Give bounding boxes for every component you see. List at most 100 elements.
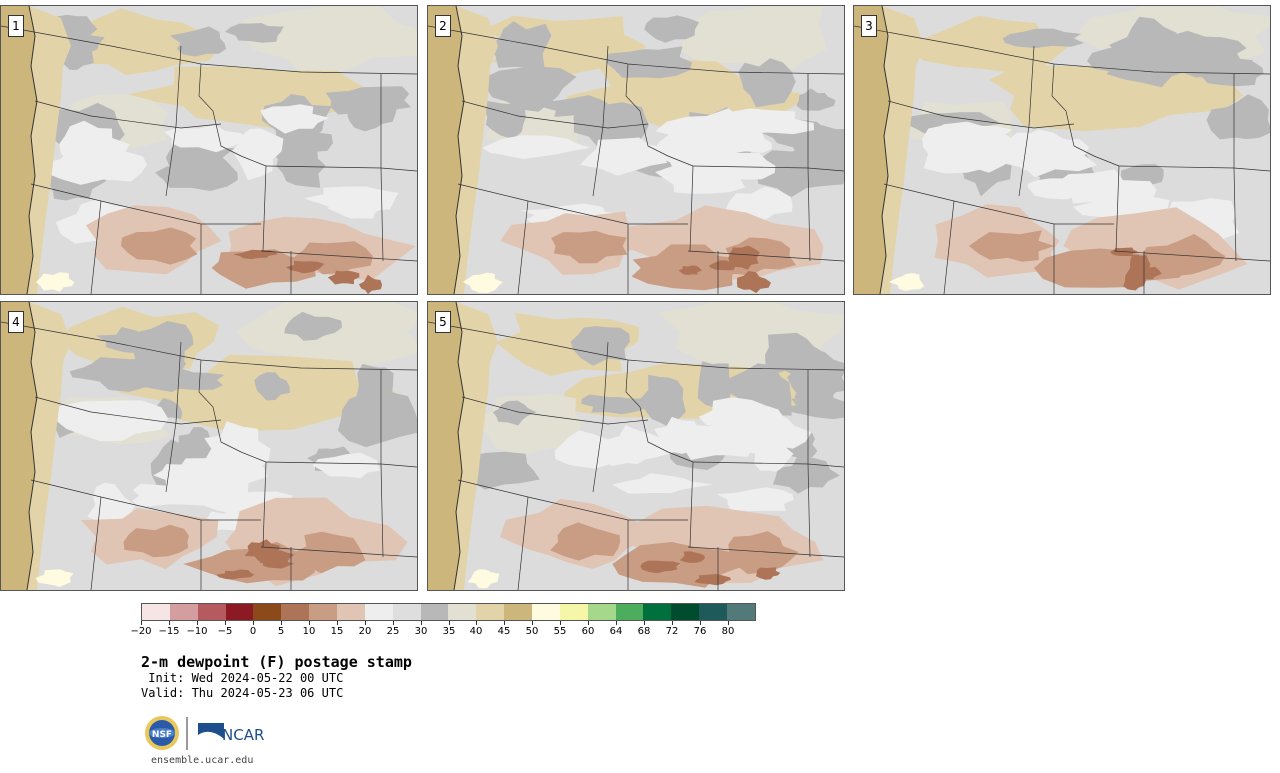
ncar-logo-text: NCAR	[222, 726, 264, 744]
colorbar-tick-label: 35	[442, 626, 456, 637]
ensemble-member-panel-1: 1	[0, 5, 418, 295]
dewpoint-region	[1108, 16, 1177, 76]
dewpoint-region	[938, 125, 1012, 149]
dewpoint-region	[581, 394, 650, 415]
state-border	[1233, 74, 1237, 262]
state-border	[165, 45, 182, 197]
dewpoint-region	[123, 524, 189, 558]
state-border	[625, 359, 694, 463]
colorbar-tick	[421, 621, 422, 625]
nsf-ncar-logos: NSF NCAR	[144, 713, 274, 753]
state-border	[943, 200, 955, 294]
dewpoint-region	[724, 531, 799, 575]
state-border	[90, 496, 102, 590]
colorbar-tick	[141, 621, 142, 625]
state-border	[260, 250, 417, 262]
dewpoint-region	[145, 367, 225, 391]
dewpoint-region	[736, 271, 771, 294]
state-border	[689, 165, 694, 252]
dewpoint-region	[542, 95, 608, 118]
colorbar-tick	[169, 621, 170, 625]
dewpoint-region	[467, 569, 500, 589]
dewpoint-region	[87, 482, 136, 530]
colorbar-tick-label: 64	[609, 626, 623, 637]
state-border	[380, 74, 384, 262]
colorbar-tick	[253, 621, 254, 625]
colorbar-tick-label: −10	[186, 626, 208, 637]
colorbar-tick	[393, 621, 394, 625]
ensemble-member-panel-5: 5	[427, 301, 845, 591]
state-border	[883, 183, 1114, 225]
colorbar-swatch	[504, 604, 533, 620]
colorbar-tick-label: 68	[637, 626, 651, 637]
dewpoint-region	[756, 142, 844, 198]
ocean-region	[1, 6, 37, 294]
colorbar-tick	[337, 621, 338, 625]
colorbar-swatch	[364, 604, 393, 620]
coastline	[453, 6, 465, 294]
dewpoint-region	[276, 139, 326, 188]
dewpoint-region	[551, 230, 628, 264]
colorbar-swatch	[197, 604, 226, 620]
dewpoint-region	[236, 302, 417, 369]
dewpoint-region	[327, 270, 360, 285]
dewpoint-region	[163, 124, 248, 153]
ensemble-member-panel-2: 2	[427, 5, 845, 295]
colorbar-tick-label: 15	[330, 626, 344, 637]
colorbar-tick-label: 30	[414, 626, 428, 637]
state-border	[807, 370, 811, 558]
colorbar-tick-labels: −20 −15 −10 −5 0 5 10 15 20 25 30 35 40 45 50 55 60 64 68 7…	[130, 621, 756, 641]
dewpoint-region	[462, 272, 503, 293]
dewpoint-region	[263, 558, 295, 569]
member-number-label: 4	[8, 311, 24, 333]
dewpoint-region	[483, 66, 577, 112]
state-border	[34, 396, 222, 425]
member-number-label: 5	[435, 311, 451, 333]
colorbar-tick-label: 20	[358, 626, 372, 637]
colorbar-tick	[700, 621, 701, 625]
dewpoint-region	[204, 421, 271, 477]
colorbar-swatch	[169, 604, 198, 620]
dewpoint-region	[35, 569, 74, 587]
state-border	[457, 479, 688, 521]
state-border	[625, 63, 694, 167]
dewpoint-region	[211, 249, 320, 289]
coastal-moist-region	[27, 302, 71, 590]
dewpoint-region	[1166, 30, 1247, 66]
state-border	[1113, 250, 1270, 262]
colorbar-tick-label: 25	[386, 626, 400, 637]
dewpoint-region	[989, 64, 1243, 132]
dewpoint-region	[680, 421, 768, 460]
site-url: ensemble.ucar.edu	[151, 755, 254, 766]
dewpoint-region	[485, 101, 526, 140]
dewpoint-region	[96, 327, 167, 354]
colorbar-swatch	[225, 604, 254, 620]
dewpoint-region	[232, 128, 284, 181]
state-border	[687, 546, 844, 558]
state-border	[198, 359, 267, 463]
dewpoint-region	[655, 162, 748, 194]
colorbar-swatch	[281, 604, 310, 620]
dewpoint-contour-map	[854, 6, 1270, 294]
colorbar-tick-label: 80	[721, 626, 735, 637]
dewpoint-region	[708, 260, 737, 271]
dewpoint-region	[492, 400, 537, 426]
dewpoint-region	[285, 260, 325, 274]
colorbar-tick	[225, 621, 226, 625]
dewpoint-region	[486, 21, 552, 69]
dewpoint-region	[358, 274, 383, 294]
dewpoint-region	[969, 230, 1055, 262]
dewpoint-region	[327, 198, 383, 219]
dewpoint-region	[694, 574, 731, 586]
dewpoint-region	[312, 452, 381, 479]
state-border	[90, 200, 102, 294]
colorbar-swatch	[671, 604, 700, 620]
colorbar-tick-label: −15	[158, 626, 180, 637]
state-border	[260, 546, 417, 558]
dewpoint-region	[1002, 28, 1084, 48]
dewpoint-region	[36, 272, 75, 292]
coastal-moist-region	[880, 6, 924, 294]
state-border	[461, 100, 649, 129]
state-border	[198, 63, 267, 167]
state-border	[461, 396, 649, 425]
